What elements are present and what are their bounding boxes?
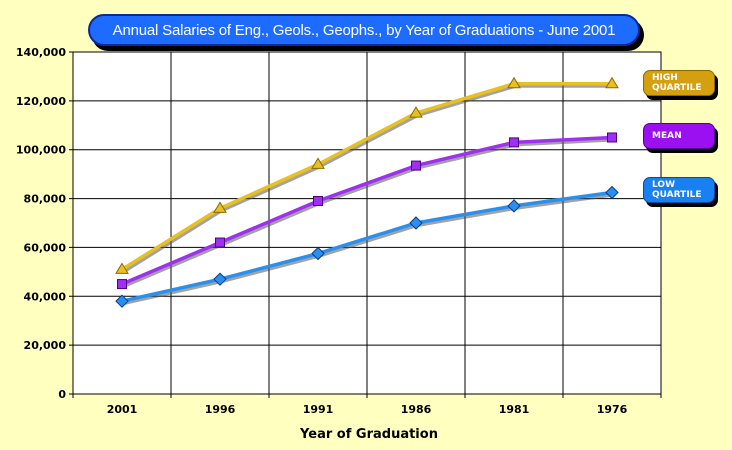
- data-point-mean: [509, 137, 519, 148]
- data-point-high: [507, 76, 521, 89]
- data-point-low: [605, 185, 619, 200]
- y-tick-label: 40,000: [24, 290, 67, 303]
- legend-low-quartile: LOW QUARTILE: [643, 177, 715, 203]
- data-point-high: [409, 106, 423, 118]
- data-point-high: [213, 201, 227, 213]
- legend-mean: MEAN: [643, 123, 715, 149]
- y-tick-label: 0: [58, 388, 66, 401]
- y-tick-label: 60,000: [24, 241, 67, 254]
- y-tick-label: 100,000: [16, 144, 66, 157]
- x-tick-label: 1981: [499, 403, 530, 416]
- y-tick-label: 140,000: [16, 46, 66, 59]
- x-tick-label: 1991: [303, 403, 334, 416]
- x-tick-label: 1986: [401, 403, 432, 416]
- x-tick-label: 2001: [107, 403, 138, 416]
- series-line-low: [121, 190, 613, 303]
- data-point-high: [311, 157, 325, 169]
- chart-title: Annual Salaries of Eng., Geols., Geophs.…: [88, 14, 640, 46]
- y-tick-label: 20,000: [24, 339, 67, 352]
- series-line-shadow-high: [122, 83, 614, 274]
- data-point-low: [311, 246, 325, 261]
- data-point-mean: [313, 196, 323, 207]
- x-tick-label: 1996: [205, 403, 236, 416]
- data-point-mean: [215, 237, 225, 248]
- x-tick-label: 1976: [597, 403, 628, 416]
- data-point-mean: [607, 132, 617, 143]
- y-tick-label: 120,000: [16, 95, 66, 108]
- x-axis-title: Year of Graduation: [299, 427, 438, 442]
- data-point-low: [115, 294, 129, 308]
- series-line-mean: [121, 135, 613, 286]
- y-tick-label: 80,000: [24, 193, 67, 206]
- series-line-high: [121, 82, 612, 271]
- data-point-high: [115, 262, 129, 274]
- series-line-shadow-mean: [122, 137, 614, 288]
- series-line-shadow-low: [123, 192, 614, 306]
- data-point-mean: [411, 160, 421, 171]
- legend-high-quartile: HIGH QUARTILE: [643, 70, 715, 96]
- data-point-low: [409, 216, 423, 230]
- data-point-low: [213, 272, 227, 286]
- data-point-high: [605, 76, 619, 89]
- data-point-low: [507, 199, 521, 213]
- data-point-mean: [117, 279, 127, 290]
